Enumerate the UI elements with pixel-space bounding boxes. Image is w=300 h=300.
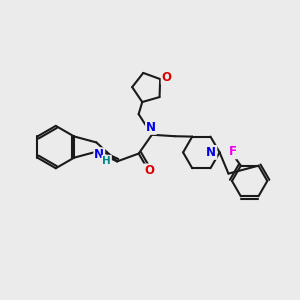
Text: O: O [144,164,154,177]
Text: N: N [94,148,104,161]
Text: O: O [162,71,172,84]
Text: N: N [146,121,156,134]
Text: H: H [102,156,111,166]
Text: N: N [206,146,216,159]
Text: F: F [229,145,237,158]
